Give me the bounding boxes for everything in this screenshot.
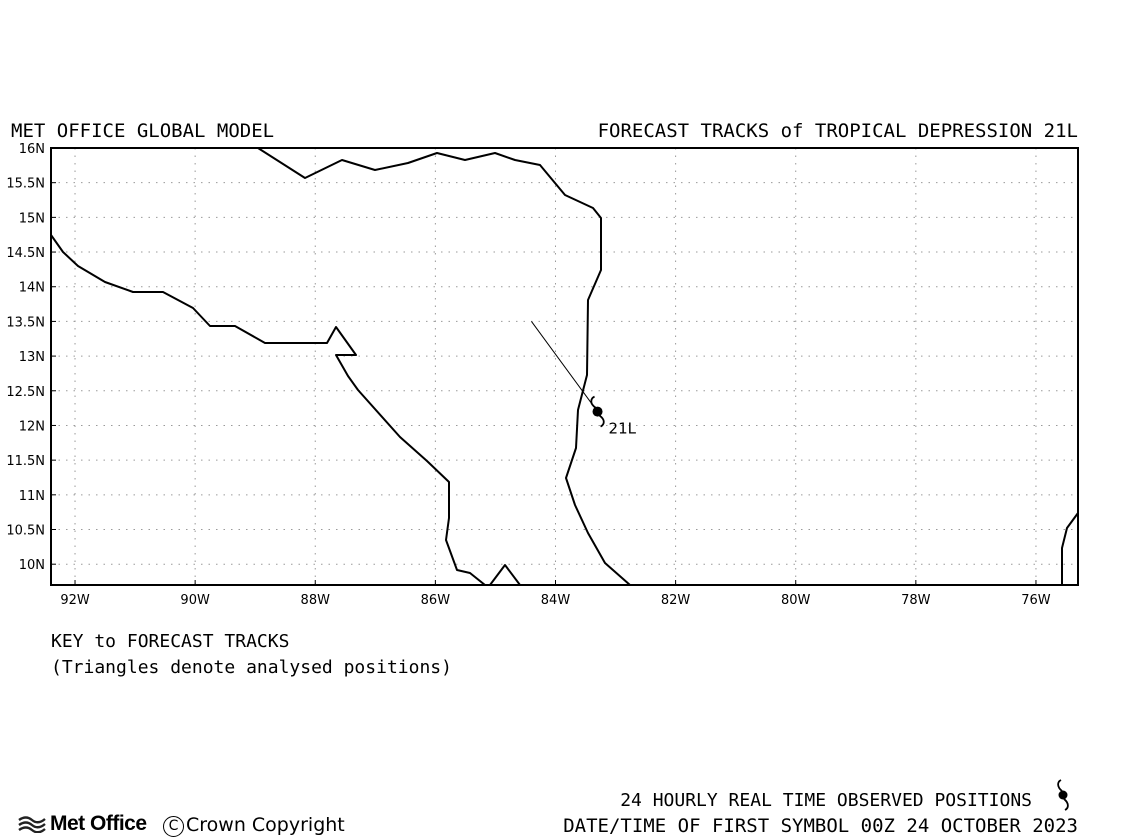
lon-tick-label: 84W bbox=[541, 593, 571, 608]
lon-tick-label: 88W bbox=[301, 593, 331, 608]
forecast-track-line bbox=[531, 321, 598, 412]
lat-tick-label: 15.5N bbox=[6, 177, 45, 192]
longitude-labels: 92W 90W 88W 86W 84W 82W 80W 78W 76W bbox=[60, 593, 1050, 608]
first-symbol-datetime: DATE/TIME OF FIRST SYMBOL 00Z 24 OCTOBER… bbox=[563, 815, 1078, 837]
coastline-pacific bbox=[51, 234, 486, 585]
storm-position-icon bbox=[590, 395, 605, 428]
lon-tick-label: 76W bbox=[1021, 593, 1051, 608]
logo-text: Met Office bbox=[50, 812, 147, 835]
lat-tick-label: 13.5N bbox=[6, 315, 45, 330]
key-title: KEY to FORECAST TRACKS bbox=[51, 631, 290, 652]
met-office-waves-icon bbox=[18, 816, 46, 834]
lat-tick-label: 10.5N bbox=[6, 524, 45, 539]
lon-tick-label: 80W bbox=[781, 593, 811, 608]
chart-title: FORECAST TRACKS of TROPICAL DEPRESSION 2… bbox=[597, 120, 1078, 142]
gridlines bbox=[51, 147, 1078, 585]
lon-tick-label: 78W bbox=[901, 593, 931, 608]
lat-tick-label: 12.5N bbox=[6, 385, 45, 400]
coastline-north bbox=[257, 148, 631, 585]
coastline-gulf-fonseca bbox=[489, 564, 521, 585]
lat-tick-label: 15N bbox=[19, 211, 45, 226]
copyright: C Crown Copyright bbox=[163, 814, 345, 837]
lat-tick-label: 10N bbox=[19, 558, 45, 573]
observed-positions-label: 24 HOURLY REAL TIME OBSERVED POSITIONS bbox=[620, 790, 1032, 811]
coastlines bbox=[51, 148, 1078, 585]
lat-tick-label: 11N bbox=[19, 489, 45, 504]
lat-tick-label: 13N bbox=[19, 350, 45, 365]
lat-tick-label: 11.5N bbox=[6, 454, 45, 469]
lat-tick-label: 16N bbox=[19, 142, 45, 157]
key-note: (Triangles denote analysed positions) bbox=[51, 657, 452, 678]
lon-tick-label: 90W bbox=[180, 593, 210, 608]
model-title: MET OFFICE GLOBAL MODEL bbox=[11, 120, 275, 142]
map-frame bbox=[50, 147, 1079, 586]
met-office-logo: Met Office bbox=[18, 812, 147, 836]
lat-tick-label: 12N bbox=[19, 419, 45, 434]
copyright-icon: C bbox=[163, 816, 184, 837]
forecast-track: 21L bbox=[531, 321, 637, 438]
latitude-labels: 16N 15.5N 15N 14.5N 14N 13.5N 13N 12.5N 12N 11.5N… bbox=[6, 142, 45, 573]
lon-tick-label: 92W bbox=[60, 593, 90, 608]
lon-tick-label: 86W bbox=[421, 593, 451, 608]
lon-tick-label: 82W bbox=[661, 593, 691, 608]
coastline-colombia bbox=[1061, 512, 1078, 585]
lat-tick-label: 14.5N bbox=[6, 246, 45, 261]
storm-symbol-icon bbox=[1057, 779, 1069, 811]
copyright-text: Crown Copyright bbox=[186, 814, 345, 836]
storm-label: 21L bbox=[609, 420, 637, 438]
lat-tick-label: 14N bbox=[19, 281, 45, 296]
